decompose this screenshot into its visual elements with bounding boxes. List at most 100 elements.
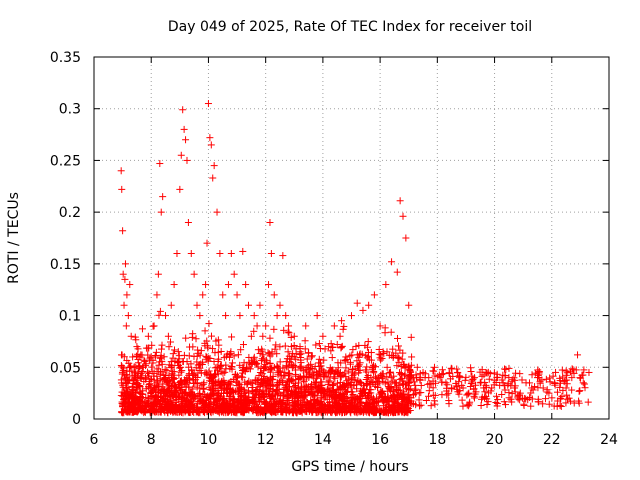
data-point-cloud: [383, 363, 391, 371]
data-point-cloud: [174, 404, 182, 412]
data-point-cloud: [359, 407, 367, 415]
data-point-cloud: [152, 393, 160, 401]
data-point-cloud: [311, 404, 319, 412]
data-point-cloud: [268, 393, 276, 401]
data-point-cloud: [456, 373, 464, 381]
data-point-cloud: [556, 401, 564, 409]
data-point-cloud: [399, 391, 407, 399]
data-point-cloud: [228, 333, 236, 341]
data-point-cloud: [273, 362, 281, 370]
data-point-cloud: [362, 368, 370, 376]
data-point: [117, 167, 125, 175]
data-point-cloud: [365, 356, 373, 364]
data-point-cloud: [142, 344, 150, 352]
data-point-cloud: [375, 378, 383, 386]
data-point-cloud: [121, 405, 129, 413]
data-point-cloud: [205, 320, 213, 328]
data-point-cloud: [219, 369, 227, 377]
data-point-cloud: [300, 374, 308, 382]
data-point-cloud: [401, 364, 409, 372]
data-point-cloud: [192, 364, 200, 372]
data-point-cloud: [284, 348, 292, 356]
data-point-cloud: [243, 365, 251, 373]
data-point-cloud: [284, 387, 292, 395]
data-point-cloud: [118, 368, 126, 376]
data-point: [207, 141, 215, 149]
data-point: [239, 247, 247, 255]
data-point-cloud: [217, 403, 225, 411]
data-point-cloud: [378, 354, 386, 362]
data-point-cloud: [403, 404, 411, 412]
data-point: [176, 185, 184, 193]
data-point: [465, 389, 473, 397]
data-point: [471, 374, 479, 382]
data-point-cloud: [429, 377, 437, 385]
data-point: [574, 351, 582, 359]
data-point-cloud: [484, 398, 492, 406]
data-point-cloud: [377, 356, 385, 364]
data-point-cloud: [308, 365, 316, 373]
data-point-cloud: [313, 374, 321, 382]
data-point-cloud: [563, 395, 571, 403]
data-point-cloud: [348, 365, 356, 373]
data-point-cloud: [387, 403, 395, 411]
data-point: [442, 379, 450, 387]
data-point: [265, 281, 273, 289]
data-point: [139, 363, 147, 371]
data-point-cloud: [292, 355, 300, 363]
data-point-cloud: [262, 400, 270, 408]
data-point-cloud: [128, 398, 136, 406]
data-point-cloud: [148, 341, 156, 349]
y-tick-label: 0.2: [59, 205, 81, 221]
y-tick-label: 0: [72, 412, 81, 428]
data-point-cloud: [158, 358, 166, 366]
data-point: [206, 134, 214, 142]
data-point-cloud: [177, 408, 185, 416]
data-point-cloud: [217, 347, 225, 355]
data-point-cloud: [478, 395, 486, 403]
data-point-cloud: [210, 385, 218, 393]
data-point: [388, 258, 396, 266]
data-point-cloud: [336, 403, 344, 411]
data-point: [516, 389, 524, 397]
data-point-cloud: [357, 398, 365, 406]
data-point-cloud: [429, 384, 437, 392]
data-point-cloud: [548, 394, 556, 402]
data-point-cloud: [570, 369, 578, 377]
data-point-cloud: [277, 372, 285, 380]
data-point-cloud: [343, 380, 351, 388]
data-point-cloud: [155, 361, 163, 369]
data-point-cloud: [266, 373, 274, 381]
chart-title: Day 049 of 2025, Rate Of TEC Index for r…: [168, 19, 532, 35]
data-point-cloud: [343, 388, 351, 396]
data-point: [376, 322, 384, 330]
data-point-cloud: [316, 345, 324, 353]
data-point-cloud: [211, 378, 219, 386]
data-point-cloud: [228, 388, 236, 396]
data-point-cloud: [304, 387, 312, 395]
data-point-cloud: [415, 402, 423, 410]
data-point-cloud: [329, 387, 337, 395]
data-point-cloud: [130, 375, 138, 383]
y-axis-label: ROTI / TECUs: [6, 192, 22, 284]
data-point-cloud: [467, 380, 475, 388]
data-point-cloud: [315, 355, 323, 363]
data-point: [499, 379, 507, 387]
data-point: [162, 312, 170, 320]
data-point-cloud: [272, 341, 280, 349]
data-point-cloud: [543, 386, 551, 394]
data-point: [247, 332, 255, 340]
data-point-cloud: [216, 396, 224, 404]
data-point-cloud: [580, 380, 588, 388]
data-point-cloud: [164, 383, 172, 391]
data-point-cloud: [556, 374, 564, 382]
data-point-cloud: [417, 401, 425, 409]
data-point-cloud: [361, 402, 369, 410]
data-point-cloud: [549, 372, 557, 380]
data-point: [253, 322, 261, 330]
data-point-cloud: [190, 370, 198, 378]
data-point-cloud: [397, 369, 405, 377]
data-point-cloud: [562, 367, 570, 375]
data-point-cloud: [181, 380, 189, 388]
data-point-cloud: [392, 406, 400, 414]
